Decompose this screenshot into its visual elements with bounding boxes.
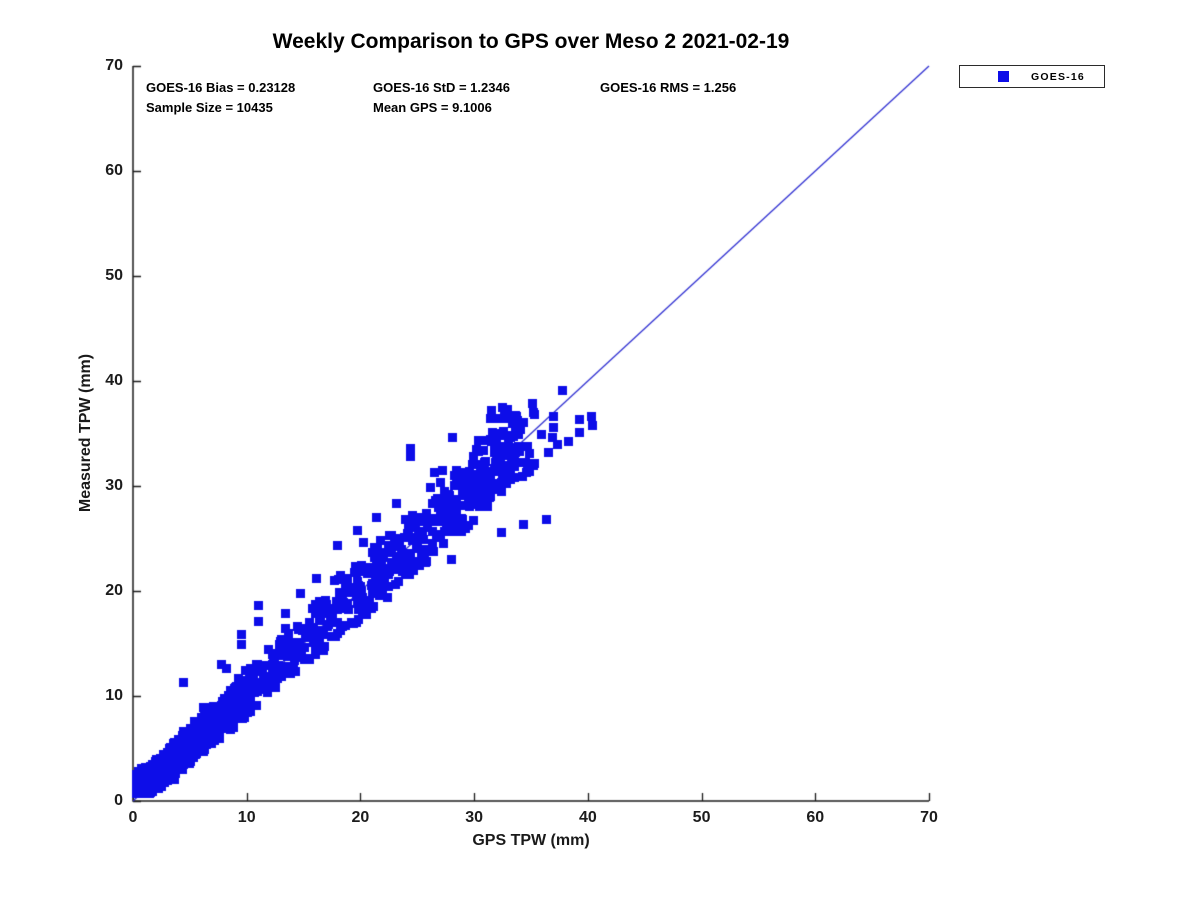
- y-tick-label: 70: [105, 57, 123, 74]
- stat-bias: GOES-16 Bias = 0.23128: [146, 80, 296, 95]
- x-tick-label: 50: [692, 809, 711, 826]
- y-tick-label: 20: [105, 582, 123, 599]
- y-axis-label: Measured TPW (mm): [77, 353, 94, 513]
- stat-rms: GOES-16 RMS = 1.256: [600, 80, 737, 95]
- y-tick-label: 30: [105, 477, 123, 494]
- y-tick-label: 60: [105, 162, 123, 179]
- x-tick-label: 10: [237, 809, 256, 826]
- y-tick-label: 50: [105, 267, 123, 284]
- stat-sample-size: Sample Size = 10435: [146, 100, 273, 115]
- y-tick-label: 40: [105, 372, 123, 389]
- legend-label: GOES-16: [1031, 70, 1085, 83]
- x-tick-label: 0: [128, 809, 138, 826]
- x-axis-label: GPS TPW (mm): [472, 832, 590, 849]
- chart-title: Weekly Comparison to GPS over Meso 2 202…: [272, 30, 790, 53]
- legend: GOES-16: [959, 65, 1105, 88]
- x-tick-label: 70: [920, 809, 938, 826]
- stat-std: GOES-16 StD = 1.2346: [373, 80, 510, 95]
- x-tick-label: 60: [806, 809, 825, 826]
- y-tick-label: 10: [105, 687, 123, 704]
- y-tick-label: 0: [114, 792, 123, 809]
- square-marker-icon: [998, 71, 1009, 82]
- x-tick-label: 40: [578, 809, 597, 826]
- stat-mean-gps: Mean GPS = 9.1006: [373, 100, 492, 115]
- x-tick-label: 20: [351, 809, 370, 826]
- x-tick-label: 30: [465, 809, 484, 826]
